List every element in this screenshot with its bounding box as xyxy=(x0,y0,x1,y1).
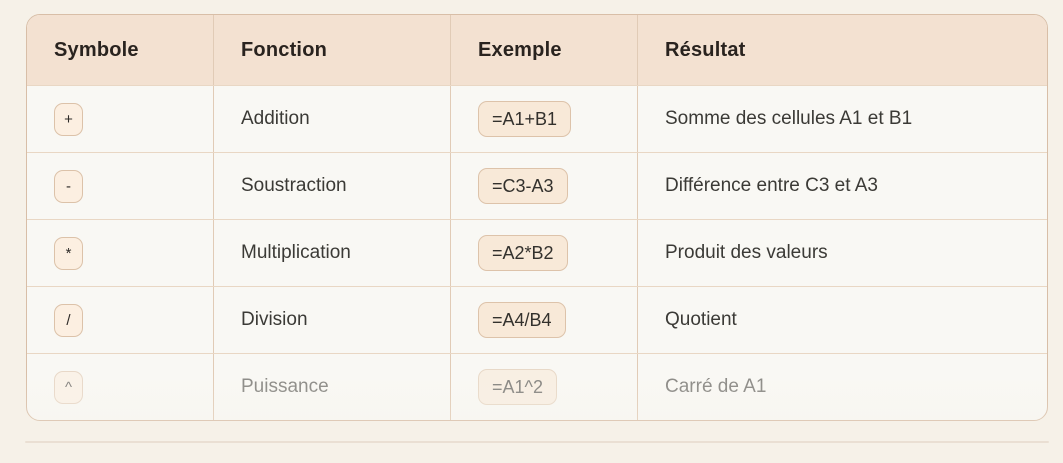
formula-chip: =A1^2 xyxy=(478,369,557,405)
table-row-puissance: ^ Puissance =A1^2 Carré de A1 xyxy=(27,353,1047,420)
column-header-symbole: Symbole xyxy=(27,15,214,85)
column-header-exemple: Exemple xyxy=(451,15,638,85)
resultat-cell: Carré de A1 xyxy=(638,354,1047,420)
column-header-label: Symbole xyxy=(54,38,139,61)
symbol-cell: + xyxy=(27,86,214,152)
fonction-cell: Puissance xyxy=(214,354,451,420)
exemple-cell: =A1^2 xyxy=(451,354,638,420)
column-header-label: Exemple xyxy=(478,38,562,61)
symbol-cell: / xyxy=(27,287,214,353)
exemple-cell: =C3-A3 xyxy=(451,153,638,219)
resultat-cell: Somme des cellules A1 et B1 xyxy=(638,86,1047,152)
symbol-chip: * xyxy=(54,236,83,270)
symbol-chip: / xyxy=(54,303,83,337)
fonction-cell: Addition xyxy=(214,86,451,152)
symbol-cell: ^ xyxy=(27,354,214,420)
table-row-addition: + Addition =A1+B1 Somme des cellules A1 … xyxy=(27,85,1047,152)
exemple-cell: =A1+B1 xyxy=(451,86,638,152)
fonction-label: Soustraction xyxy=(241,175,347,196)
resultat-label: Différence entre C3 et A3 xyxy=(665,175,878,196)
fonction-cell: Multiplication xyxy=(214,220,451,286)
column-header-label: Résultat xyxy=(665,38,746,61)
symbol-chip: - xyxy=(54,169,83,203)
table-row-division: / Division =A4/B4 Quotient xyxy=(27,286,1047,353)
table-row-soustraction: - Soustraction =C3-A3 Différence entre C… xyxy=(27,152,1047,219)
fonction-cell: Soustraction xyxy=(214,153,451,219)
symbol-cell: * xyxy=(27,220,214,286)
symbol-cell: - xyxy=(27,153,214,219)
resultat-label: Carré de A1 xyxy=(665,376,767,397)
operators-table: Symbole Fonction Exemple Résultat + Addi… xyxy=(26,14,1048,421)
table-header-row: Symbole Fonction Exemple Résultat xyxy=(27,15,1047,85)
fonction-label: Division xyxy=(241,309,308,330)
resultat-label: Produit des valeurs xyxy=(665,242,828,263)
resultat-cell: Différence entre C3 et A3 xyxy=(638,153,1047,219)
resultat-label: Quotient xyxy=(665,309,737,330)
formula-chip: =A1+B1 xyxy=(478,101,572,137)
formula-chip: =C3-A3 xyxy=(478,168,568,204)
symbol-chip: ^ xyxy=(54,370,83,404)
resultat-label: Somme des cellules A1 et B1 xyxy=(665,108,913,129)
formula-chip: =A4/B4 xyxy=(478,302,566,338)
table-row-multiplication: * Multiplication =A2*B2 Produit des vale… xyxy=(27,219,1047,286)
symbol-chip: + xyxy=(54,102,83,136)
formula-chip: =A2*B2 xyxy=(478,235,568,271)
exemple-cell: =A4/B4 xyxy=(451,287,638,353)
column-header-fonction: Fonction xyxy=(214,15,451,85)
exemple-cell: =A2*B2 xyxy=(451,220,638,286)
fonction-label: Multiplication xyxy=(241,242,351,263)
fonction-label: Puissance xyxy=(241,376,329,397)
fonction-cell: Division xyxy=(214,287,451,353)
fonction-label: Addition xyxy=(241,108,310,129)
section-divider xyxy=(25,441,1049,443)
resultat-cell: Produit des valeurs xyxy=(638,220,1047,286)
column-header-label: Fonction xyxy=(241,38,328,61)
resultat-cell: Quotient xyxy=(638,287,1047,353)
column-header-resultat: Résultat xyxy=(638,15,1047,85)
